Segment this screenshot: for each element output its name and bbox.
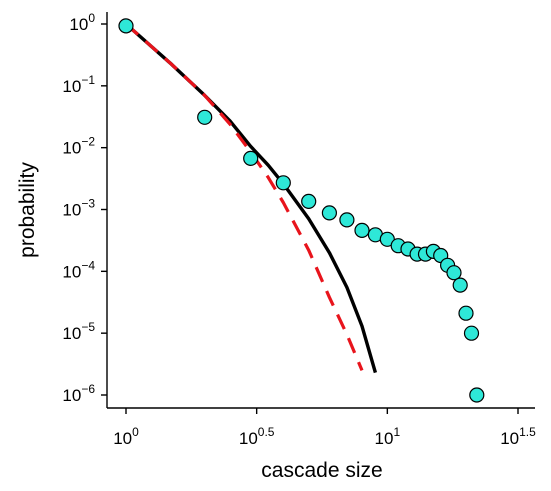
y-ticks: 100 10−1 10−2 10−3 10−4 10−5 10−6 — [62, 11, 107, 405]
y-tick-label: 10−4 — [62, 258, 95, 281]
x-tick-label: 100 — [113, 425, 139, 448]
axes — [106, 12, 535, 409]
x-tick-label: 100.5 — [239, 425, 275, 448]
data-point — [446, 265, 462, 281]
y-tick-label: 10−1 — [62, 73, 95, 96]
data-point — [339, 212, 355, 228]
y-tick-label: 100 — [69, 11, 95, 34]
data-point — [197, 109, 213, 125]
x-tick-label: 101.5 — [500, 425, 536, 448]
solid-fit-line — [124, 22, 378, 374]
dashed-fit-line — [124, 22, 364, 372]
data-point — [469, 387, 485, 403]
data-point — [243, 150, 259, 166]
data-point — [452, 277, 468, 293]
data-point — [301, 193, 317, 209]
data-point — [458, 305, 474, 321]
y-tick-label: 10−2 — [62, 135, 95, 158]
y-tick-label: 10−3 — [62, 197, 95, 220]
data-point — [118, 18, 134, 34]
points-layer — [118, 18, 485, 403]
y-tick-label: 10−6 — [62, 382, 95, 405]
data-point — [463, 325, 480, 341]
data-point — [275, 175, 291, 191]
series-layer — [124, 22, 378, 374]
data-point — [321, 205, 337, 221]
y-axis-title: probability — [16, 162, 39, 258]
x-tick-label: 101 — [375, 425, 401, 448]
data-point — [354, 222, 370, 238]
x-ticks: 100 100.5 101 101.5 — [113, 408, 536, 448]
x-axis-title: cascade size — [261, 459, 382, 482]
y-tick-label: 10−5 — [62, 320, 95, 343]
